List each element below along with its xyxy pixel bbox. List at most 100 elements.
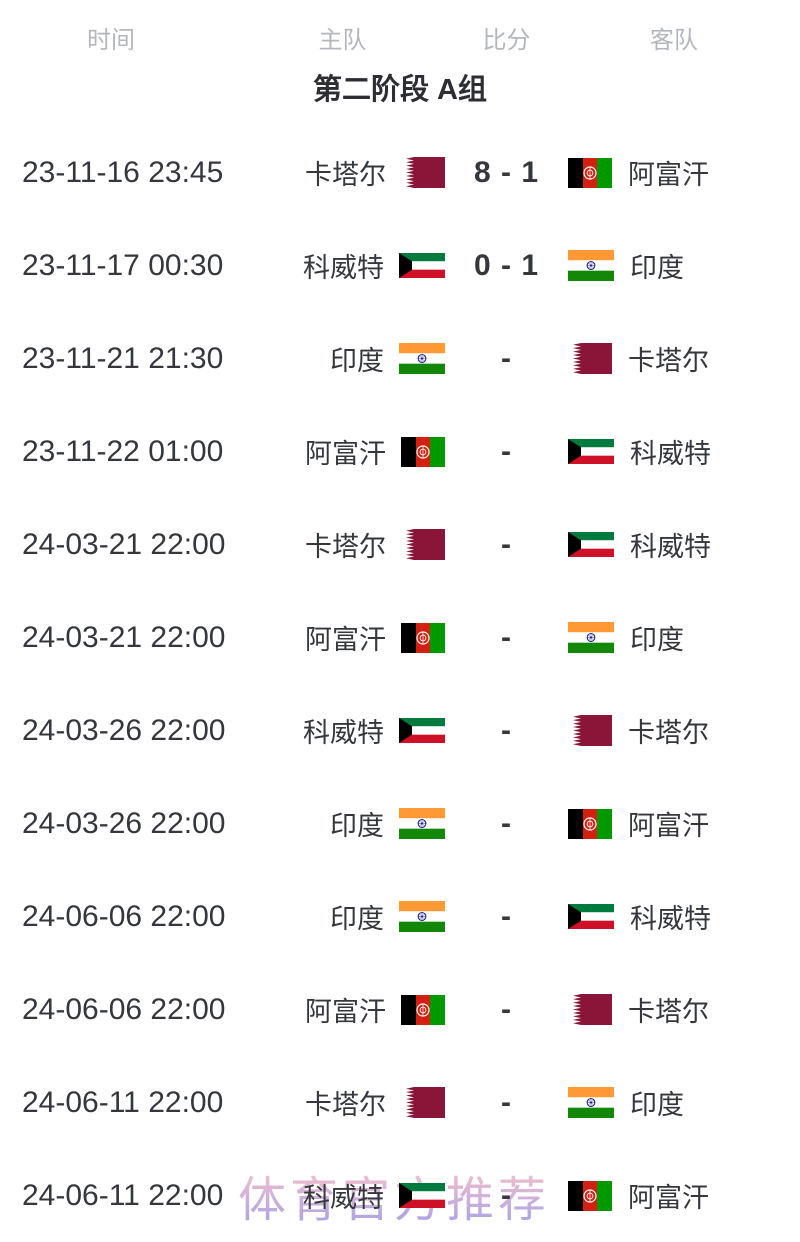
afghanistan-flag-icon: [568, 808, 612, 839]
home-team-name: 阿富汗: [305, 439, 386, 469]
away-team-name: 科威特: [630, 439, 711, 469]
match-time: 24-03-21 22:00: [22, 620, 226, 654]
watermark: 体育官方推荐: [238, 1160, 550, 1230]
away-team-cell: 卡塔尔: [568, 990, 800, 1029]
away-team-cell: 阿富汗: [568, 1176, 800, 1215]
match-score: 0 - 1: [473, 248, 540, 282]
india-flag-icon: [399, 808, 445, 839]
india-flag-icon: [568, 250, 614, 281]
header-away: 客队: [650, 26, 698, 54]
match-score: -: [501, 899, 512, 933]
away-team-name: 印度: [630, 625, 684, 655]
away-team-name: 阿富汗: [628, 1183, 709, 1213]
match-time: 24-06-11 22:00: [22, 1178, 224, 1212]
match-time: 24-06-06 22:00: [22, 899, 226, 933]
away-team-name: 卡塔尔: [628, 718, 709, 748]
away-team-name: 阿富汗: [628, 160, 709, 190]
match-time: 23-11-21 21:30: [22, 341, 224, 375]
home-team-name: 印度: [330, 346, 384, 376]
section-title: 第二阶段 A组: [312, 74, 487, 106]
qatar-flag-icon: [401, 529, 445, 560]
home-team-cell: 卡塔尔: [240, 153, 445, 192]
away-team-name: 科威特: [630, 904, 711, 934]
match-time: 24-06-11 22:00: [22, 1085, 224, 1119]
match-list: 23-11-16 23:45 卡塔尔 8 - 1 阿富汗 23-11-17 00…: [0, 126, 800, 1242]
match-score: -: [501, 527, 512, 561]
match-score: -: [501, 341, 512, 375]
home-team-cell: 印度: [240, 897, 445, 936]
afghanistan-flag-icon: [401, 622, 445, 653]
away-team-cell: 卡塔尔: [568, 711, 800, 750]
match-row[interactable]: 24-03-26 22:00 科威特 - 卡塔尔: [0, 684, 800, 777]
home-team-name: 印度: [330, 811, 384, 841]
home-team-name: 科威特: [303, 1183, 384, 1213]
kuwait-flag-icon: [399, 1183, 445, 1208]
match-row[interactable]: 23-11-17 00:30 科威特 0 - 1 印度: [0, 219, 800, 312]
away-team-name: 卡塔尔: [628, 997, 709, 1027]
match-row[interactable]: 24-06-06 22:00 印度 - 科威特: [0, 870, 800, 963]
home-team-cell: 印度: [240, 804, 445, 843]
qatar-flag-icon: [568, 715, 612, 746]
match-score: -: [501, 434, 512, 468]
qatar-flag-icon: [568, 343, 612, 374]
away-team-cell: 阿富汗: [568, 153, 800, 192]
match-score: -: [501, 992, 512, 1026]
match-row[interactable]: 23-11-16 23:45 卡塔尔 8 - 1 阿富汗: [0, 126, 800, 219]
match-row[interactable]: 23-11-22 01:00 阿富汗 - 科威特: [0, 405, 800, 498]
match-score: -: [501, 1085, 512, 1119]
match-score: -: [501, 713, 512, 747]
kuwait-flag-icon: [399, 253, 445, 278]
home-team-cell: 卡塔尔: [240, 525, 445, 564]
kuwait-flag-icon: [568, 439, 614, 464]
home-team-name: 卡塔尔: [305, 532, 386, 562]
home-team-cell: 科威特: [240, 711, 445, 750]
match-score: -: [501, 1178, 512, 1212]
match-time: 23-11-22 01:00: [22, 434, 224, 468]
qatar-flag-icon: [568, 994, 612, 1025]
home-team-name: 科威特: [303, 253, 384, 283]
qatar-flag-icon: [401, 1087, 445, 1118]
india-flag-icon: [399, 343, 445, 374]
away-team-name: 科威特: [630, 532, 711, 562]
away-team-cell: 卡塔尔: [568, 339, 800, 378]
table-header: 时间 主队 比分 客队: [0, 0, 800, 74]
afghanistan-flag-icon: [401, 994, 445, 1025]
match-row[interactable]: 24-06-06 22:00 阿富汗 - 卡塔尔: [0, 963, 800, 1056]
afghanistan-flag-icon: [568, 1180, 612, 1211]
home-team-name: 卡塔尔: [305, 1090, 386, 1120]
match-score: -: [501, 806, 512, 840]
kuwait-flag-icon: [568, 532, 614, 557]
away-team-cell: 印度: [568, 618, 800, 657]
india-flag-icon: [399, 901, 445, 932]
match-time: 23-11-17 00:30: [22, 248, 224, 282]
afghanistan-flag-icon: [401, 436, 445, 467]
match-row[interactable]: 23-11-21 21:30 印度 - 卡塔尔: [0, 312, 800, 405]
kuwait-flag-icon: [568, 904, 614, 929]
india-flag-icon: [568, 622, 614, 653]
home-team-cell: 卡塔尔: [240, 1083, 445, 1122]
away-team-cell: 科威特: [568, 432, 800, 471]
home-team-name: 印度: [330, 904, 384, 934]
match-score: -: [501, 620, 512, 654]
home-team-name: 科威特: [303, 718, 384, 748]
match-row[interactable]: 24-03-26 22:00 印度 - 阿富汗: [0, 777, 800, 870]
match-row[interactable]: 24-03-21 22:00 卡塔尔 - 科威特: [0, 498, 800, 591]
away-team-cell: 阿富汗: [568, 804, 800, 843]
away-team-cell: 印度: [568, 1083, 800, 1122]
home-team-cell: 科威特: [240, 1176, 445, 1215]
match-row[interactable]: 24-06-11 22:00 科威特 - 阿富汗: [0, 1149, 800, 1242]
home-team-cell: 阿富汗: [240, 618, 445, 657]
match-time: 24-06-06 22:00: [22, 992, 226, 1026]
match-row[interactable]: 24-06-11 22:00 卡塔尔 - 印度: [0, 1056, 800, 1149]
away-team-cell: 科威特: [568, 897, 800, 936]
match-time: 24-03-26 22:00: [22, 713, 226, 747]
header-score: 比分: [482, 26, 531, 54]
away-team-cell: 科威特: [568, 525, 800, 564]
away-team-cell: 印度: [568, 246, 800, 285]
match-time: 24-03-26 22:00: [22, 806, 226, 840]
header-time: 时间: [87, 26, 135, 54]
match-row[interactable]: 24-03-21 22:00 阿富汗 - 印度: [0, 591, 800, 684]
kuwait-flag-icon: [399, 718, 445, 743]
away-team-name: 印度: [630, 253, 684, 283]
home-team-name: 卡塔尔: [305, 160, 386, 190]
